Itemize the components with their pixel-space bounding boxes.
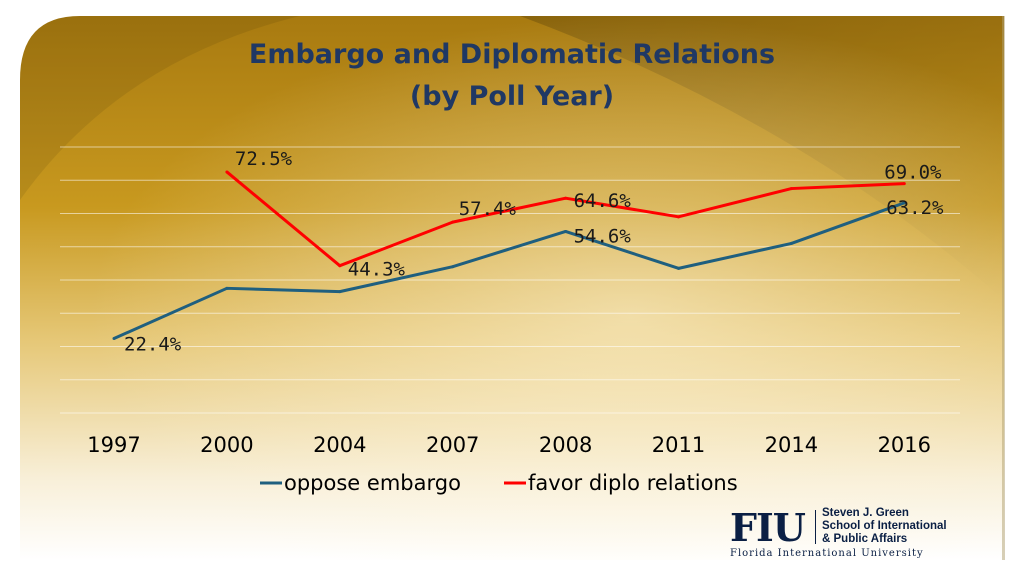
chart-title: Embargo and Diplomatic Relations (by Pol… <box>0 34 1024 118</box>
legend-label: oppose embargo <box>284 471 461 495</box>
data-label: 63.2% <box>886 197 944 219</box>
data-label: 57.4% <box>459 198 517 220</box>
logo-school-name: Steven J. Green School of International … <box>822 507 947 546</box>
data-label: 22.4% <box>124 334 182 356</box>
logo-divider <box>815 510 816 544</box>
x-tick-label: 2008 <box>539 433 592 457</box>
x-tick-label: 1997 <box>87 433 140 457</box>
data-point <box>564 196 568 200</box>
data-label: 44.3% <box>348 259 406 281</box>
data-point <box>451 220 455 224</box>
data-point <box>789 241 793 245</box>
data-point <box>789 187 793 191</box>
title-line-1: Embargo and Diplomatic Relations <box>248 39 776 70</box>
data-point <box>338 290 342 294</box>
series-line <box>225 170 905 268</box>
x-tick-label: 2000 <box>200 433 253 457</box>
x-tick-label: 2007 <box>426 433 479 457</box>
title-line-2: (by Poll Year) <box>409 81 615 112</box>
data-point <box>564 229 568 233</box>
fiu-logo: FIU Steven J. Green School of Internatio… <box>730 506 970 564</box>
data-point <box>225 286 229 290</box>
data-point <box>902 201 906 205</box>
legend-label: favor diplo relations <box>528 471 738 495</box>
data-label: 72.5% <box>235 148 293 170</box>
x-tick-label: 2016 <box>878 433 931 457</box>
data-point <box>902 182 906 186</box>
data-point <box>677 215 680 219</box>
data-point <box>112 337 116 341</box>
data-label: 54.6% <box>574 225 632 247</box>
data-point <box>677 266 680 270</box>
x-tick-label: 2014 <box>765 433 818 457</box>
data-point <box>451 265 455 269</box>
data-label: 69.0% <box>884 162 942 184</box>
data-point <box>338 264 342 268</box>
logo-mark: FIU <box>730 505 806 550</box>
data-point <box>225 170 229 174</box>
logo-school-line-3: & Public Affairs <box>822 533 908 545</box>
logo-school-line-2: School of International <box>822 520 947 532</box>
logo-university: Florida International University <box>730 548 924 559</box>
logo-school-line-1: Steven J. Green <box>822 507 909 519</box>
series-line <box>113 201 905 340</box>
x-tick-label: 2004 <box>313 433 366 457</box>
x-tick-label: 2011 <box>652 433 705 457</box>
data-label: 64.6% <box>574 190 632 212</box>
